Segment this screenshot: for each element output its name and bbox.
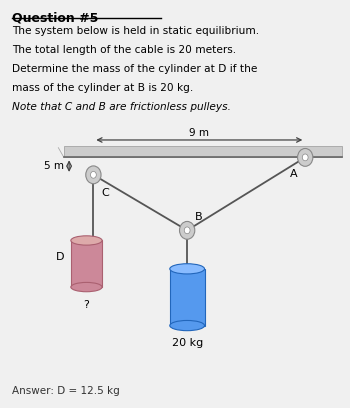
- Circle shape: [86, 166, 101, 184]
- Text: Question #5: Question #5: [12, 11, 98, 24]
- Circle shape: [180, 222, 195, 239]
- Circle shape: [298, 149, 313, 166]
- Bar: [170, 269, 204, 326]
- Circle shape: [91, 171, 96, 178]
- Text: The system below is held in static equilibrium.: The system below is held in static equil…: [12, 26, 259, 36]
- Text: 9 m: 9 m: [189, 128, 209, 137]
- Text: mass of the cylinder at B is 20 kg.: mass of the cylinder at B is 20 kg.: [12, 83, 193, 93]
- Text: The total length of the cable is 20 meters.: The total length of the cable is 20 mete…: [12, 45, 236, 55]
- Ellipse shape: [170, 320, 204, 330]
- Circle shape: [302, 154, 308, 161]
- Text: ?: ?: [84, 300, 89, 310]
- Bar: [71, 240, 102, 287]
- Ellipse shape: [71, 236, 102, 245]
- Ellipse shape: [170, 264, 204, 274]
- Circle shape: [184, 227, 190, 234]
- Text: 20 kg: 20 kg: [172, 338, 203, 348]
- Text: Note that C and B are frictionless pulleys.: Note that C and B are frictionless pulle…: [12, 102, 231, 112]
- Text: A: A: [289, 169, 297, 179]
- Text: B: B: [195, 212, 202, 222]
- Text: 5 m: 5 m: [44, 161, 64, 171]
- Text: Determine the mass of the cylinder at D if the: Determine the mass of the cylinder at D …: [12, 64, 257, 74]
- Text: D: D: [55, 252, 64, 262]
- Text: Answer: D = 12.5 kg: Answer: D = 12.5 kg: [12, 386, 120, 397]
- Bar: [64, 146, 342, 157]
- Ellipse shape: [71, 282, 102, 292]
- Text: C: C: [101, 188, 109, 198]
